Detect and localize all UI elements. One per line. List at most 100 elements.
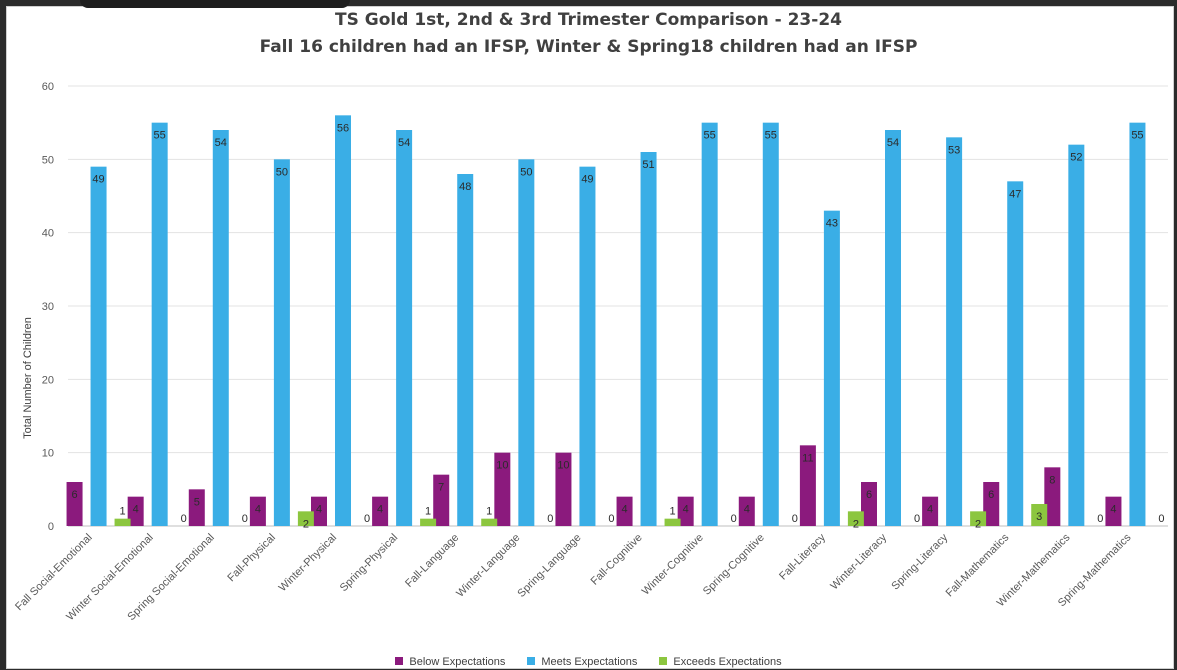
legend-item: Meets Expectations — [527, 656, 637, 668]
bar-below-expectations — [677, 496, 694, 526]
bar-below-expectations — [616, 496, 633, 526]
bar-exceeds-expectations — [1031, 504, 1048, 526]
data-label: 6 — [71, 489, 77, 501]
data-label: 43 — [826, 218, 838, 230]
bar-exceeds-expectations — [297, 511, 314, 526]
data-label: 4 — [744, 504, 750, 516]
data-label: 2 — [853, 518, 859, 530]
data-label: 2 — [303, 518, 309, 530]
data-label: 0 — [1097, 513, 1103, 525]
data-label: 4 — [1110, 504, 1116, 516]
bar-meets-expectations — [273, 159, 290, 527]
data-label: 55 — [765, 130, 777, 142]
x-tick-label: Fall-Mathematics — [944, 531, 1012, 599]
data-label: 1 — [119, 506, 125, 518]
x-tick-label: Fall-Cognitive — [589, 532, 645, 588]
data-label: 0 — [1158, 513, 1164, 525]
x-tick-label: Winter-Physical — [277, 532, 340, 595]
legend-swatch — [527, 657, 536, 666]
data-label: 0 — [242, 513, 248, 525]
legend-item: Below Expectations — [395, 656, 505, 668]
x-tick-label: Fall-Language — [403, 532, 461, 590]
bar-below-expectations — [555, 452, 572, 526]
bar-meets-expectations — [946, 137, 963, 527]
bar-meets-expectations — [212, 130, 229, 526]
data-label: 1 — [486, 506, 492, 518]
data-label: 54 — [398, 137, 410, 149]
bar-exceeds-expectations — [481, 518, 498, 526]
y-tick-label: 20 — [42, 374, 54, 386]
bar-below-expectations — [799, 445, 816, 526]
bar-meets-expectations — [1007, 181, 1024, 527]
x-tick-label: Fall-Literacy — [777, 531, 828, 582]
data-label: 1 — [669, 506, 675, 518]
data-label: 51 — [642, 159, 654, 171]
bar-meets-expectations — [1129, 122, 1146, 527]
bar-meets-expectations — [640, 152, 657, 526]
data-label: 55 — [1131, 130, 1143, 142]
y-tick-label: 40 — [42, 228, 54, 240]
bar-below-expectations — [922, 496, 939, 526]
data-label: 54 — [887, 137, 899, 149]
bar-meets-expectations — [579, 166, 596, 526]
bar-below-expectations — [861, 482, 877, 526]
legend-swatch — [659, 657, 668, 666]
data-label: 11 — [802, 452, 813, 464]
data-label: 0 — [364, 513, 370, 525]
data-label: 55 — [154, 130, 166, 142]
data-label: 56 — [337, 122, 349, 134]
data-label: 10 — [496, 460, 508, 472]
data-label: 0 — [731, 513, 737, 525]
data-label: 52 — [1070, 152, 1082, 164]
x-tick-label: Winter-Language — [454, 532, 522, 600]
x-tick-label: Spring-Language — [515, 532, 583, 600]
bar-meets-expectations — [396, 130, 413, 526]
x-tick-label: Spring-Cognitive — [701, 532, 767, 598]
bar-exceeds-expectations — [664, 518, 681, 526]
data-label: 50 — [520, 166, 532, 178]
bar-meets-expectations — [151, 122, 168, 527]
data-label: 0 — [792, 513, 798, 525]
data-label: 0 — [608, 513, 614, 525]
bar-below-expectations — [1044, 467, 1061, 526]
chart-subtitle: Fall 16 children had an IFSP, Winter & S… — [259, 37, 918, 57]
bar-exceeds-expectations — [847, 511, 864, 526]
bar-meets-expectations — [823, 210, 840, 526]
bar-exceeds-expectations — [970, 511, 987, 526]
data-label: 4 — [255, 504, 261, 516]
bar-below-expectations — [372, 496, 389, 526]
data-label: 4 — [683, 504, 689, 516]
x-tick-label: Spring-Literacy — [889, 531, 950, 592]
y-tick-label: 10 — [42, 448, 54, 460]
bar-meets-expectations — [90, 166, 107, 526]
x-tick-label: Spring-Physical — [338, 532, 401, 595]
legend-label: Exceeds Expectations — [673, 656, 782, 668]
legend-label: Below Expectations — [409, 656, 506, 668]
bar-meets-expectations — [701, 122, 718, 527]
bar-below-expectations — [494, 452, 511, 526]
chart-title: TS Gold 1st, 2nd & 3rd Trimester Compari… — [335, 10, 842, 30]
data-label: 4 — [316, 504, 322, 516]
bar-below-expectations — [433, 474, 450, 526]
data-label: 53 — [948, 144, 960, 156]
bar-meets-expectations — [335, 115, 351, 526]
y-tick-label: 30 — [42, 301, 54, 313]
data-label: 0 — [181, 513, 187, 525]
data-label: 4 — [927, 504, 933, 516]
bar-below-expectations — [127, 496, 144, 526]
data-label: 0 — [914, 513, 920, 525]
data-label: 1 — [425, 506, 431, 518]
data-label: 49 — [581, 174, 593, 186]
bar-below-expectations — [983, 482, 1000, 526]
x-tick-label: Winter-Literacy — [828, 531, 889, 592]
legend: Below Expectations Meets Expectations Exce… — [0, 656, 1177, 668]
top-tab-decoration — [80, 0, 350, 8]
bar-exceeds-expectations — [420, 518, 437, 526]
bar-exceeds-expectations — [114, 518, 131, 526]
data-label: 47 — [1009, 188, 1021, 200]
data-label: 48 — [459, 181, 471, 193]
bar-below-expectations — [249, 496, 266, 526]
data-label: 0 — [547, 513, 553, 525]
data-label: 50 — [276, 166, 288, 178]
